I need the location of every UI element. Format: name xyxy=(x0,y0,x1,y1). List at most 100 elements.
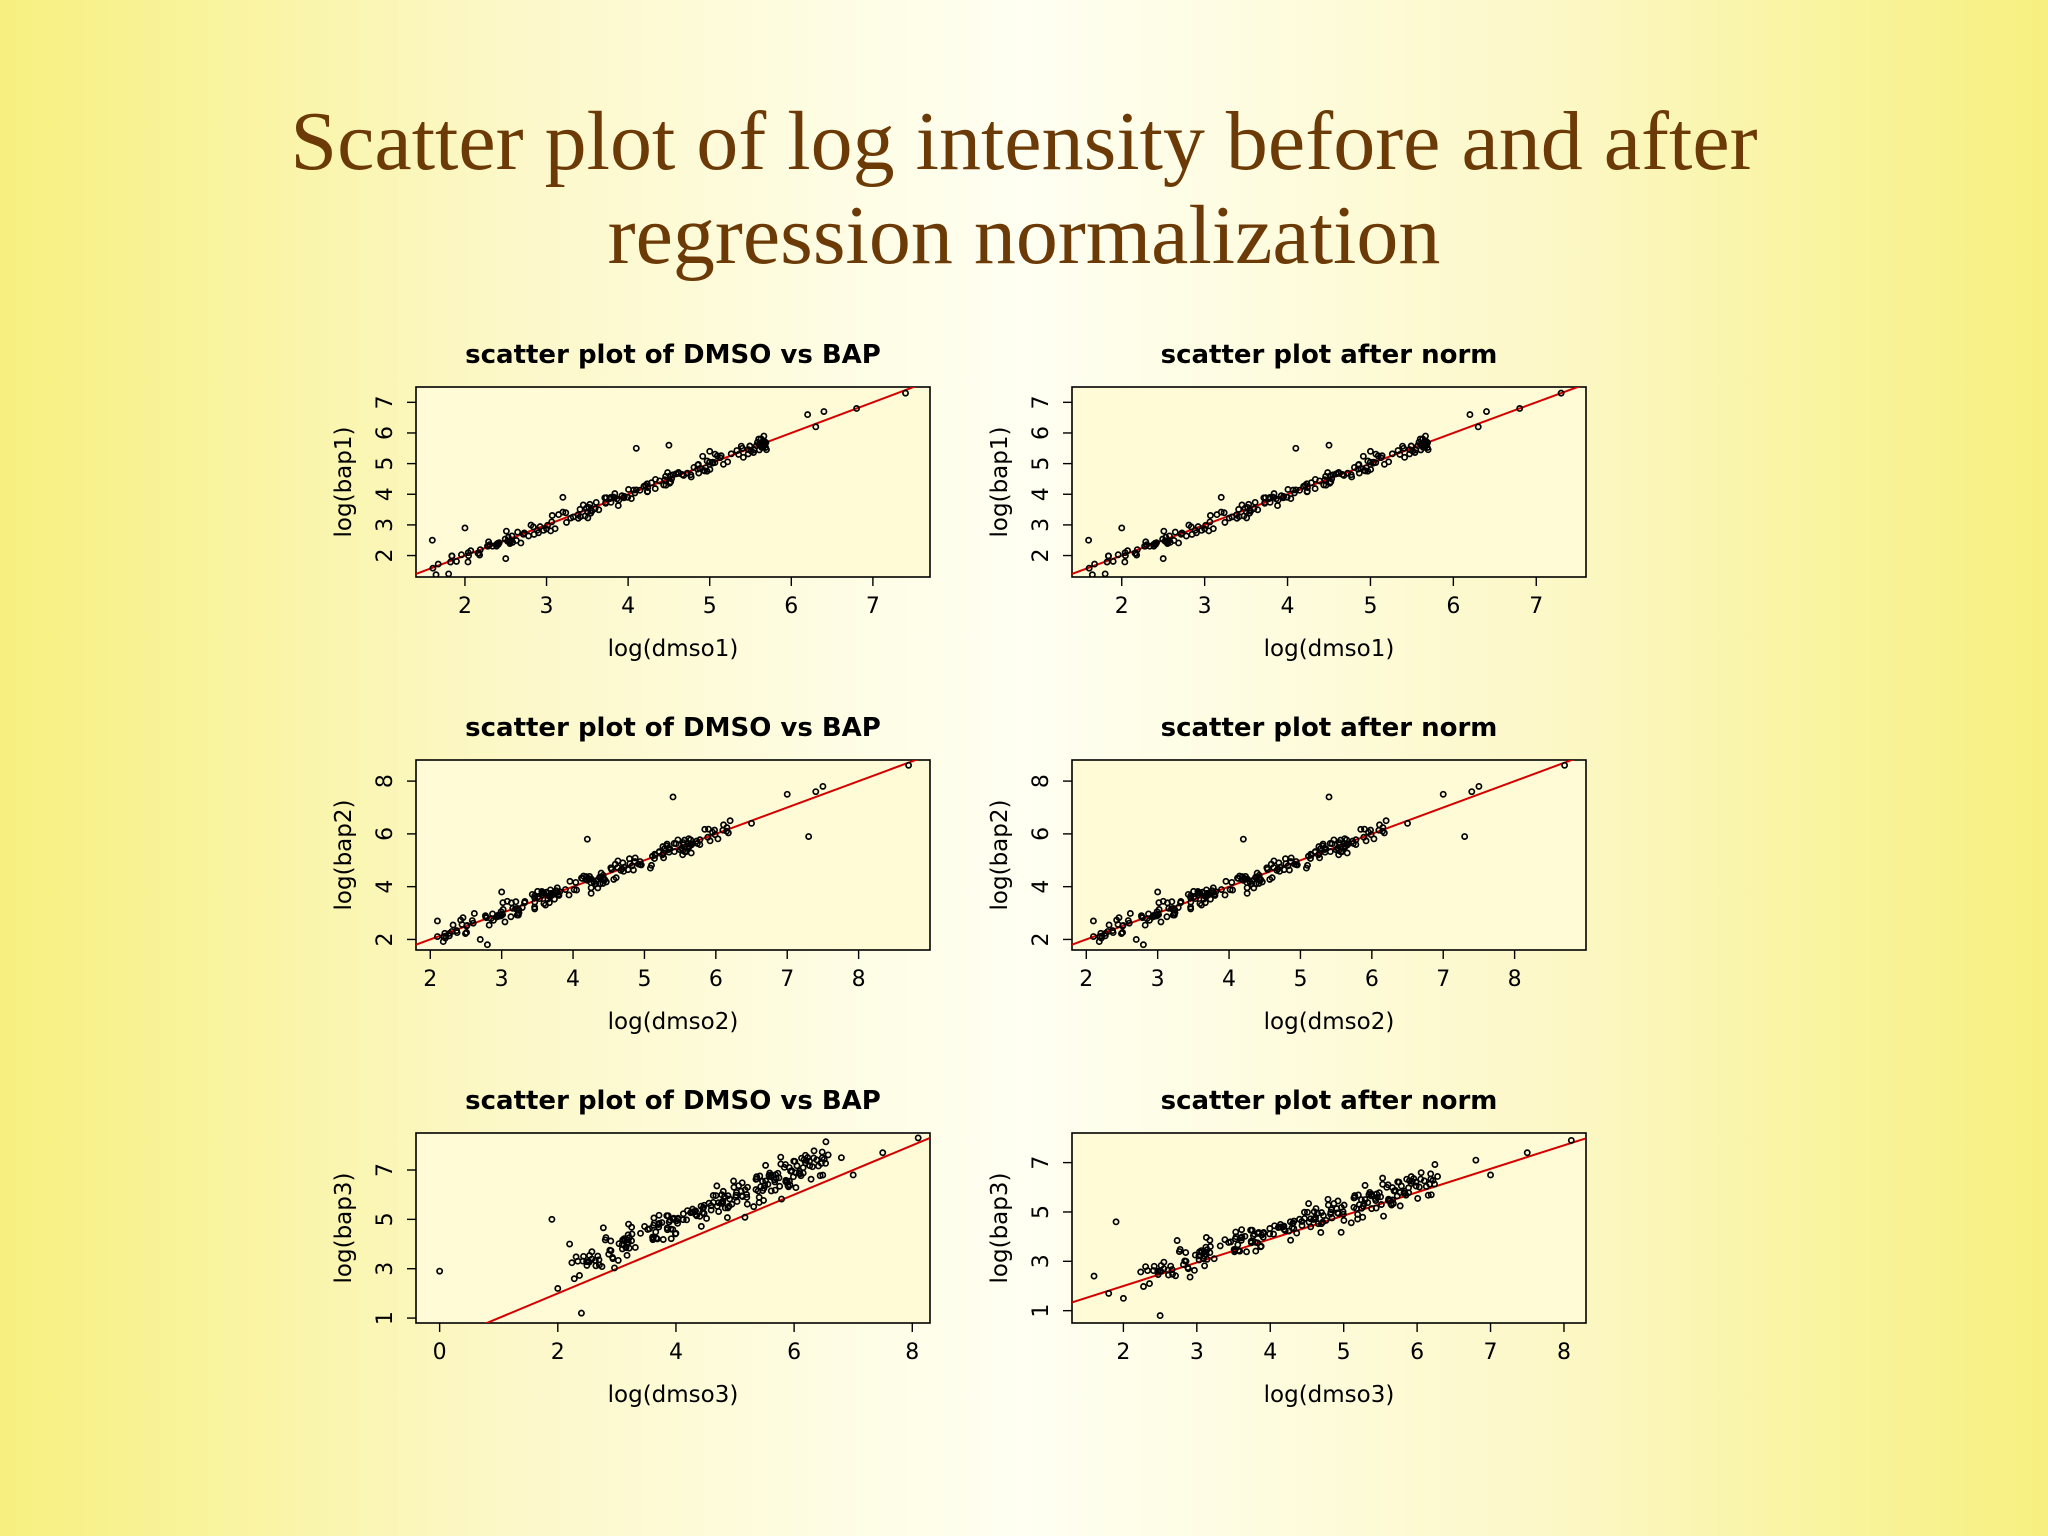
data-point xyxy=(1405,1184,1412,1192)
data-point xyxy=(1406,446,1414,453)
data-point xyxy=(1241,1232,1249,1240)
data-point xyxy=(1303,488,1311,496)
data-point xyxy=(588,1248,596,1256)
data-point xyxy=(655,1211,663,1219)
data-point xyxy=(1412,1178,1420,1186)
data-point xyxy=(1317,1229,1325,1236)
data-point xyxy=(652,1234,660,1242)
data-point xyxy=(607,494,615,501)
data-point xyxy=(462,930,469,937)
data-point xyxy=(1402,1191,1410,1199)
data-point xyxy=(804,411,812,419)
data-point xyxy=(1139,941,1147,949)
data-point xyxy=(586,872,594,880)
data-point xyxy=(662,472,670,480)
data-point xyxy=(508,532,516,540)
data-point xyxy=(743,1200,751,1208)
x-tick-label: 6 xyxy=(1446,594,1460,619)
data-point xyxy=(1132,935,1140,943)
data-point xyxy=(707,1206,715,1214)
data-point xyxy=(780,1163,788,1171)
data-point xyxy=(1334,1209,1341,1217)
data-point xyxy=(754,438,761,446)
data-point xyxy=(1311,485,1319,493)
data-point xyxy=(1154,888,1162,896)
data-point xyxy=(1414,1194,1422,1202)
x-tick-label: 8 xyxy=(1557,1340,1571,1365)
data-point xyxy=(613,495,621,503)
y-tick-label: 8 xyxy=(373,774,398,788)
data-point xyxy=(1090,933,1097,940)
data-point xyxy=(664,1212,672,1220)
data-point xyxy=(1270,1230,1278,1238)
data-point xyxy=(434,560,442,568)
data-point xyxy=(1162,533,1170,541)
data-point xyxy=(799,1164,807,1172)
y-tick-label: 1 xyxy=(1029,1304,1054,1318)
y-axis-label: log(bap1) xyxy=(987,427,1013,538)
data-point xyxy=(1400,444,1408,452)
y-axis-label: log(bap2) xyxy=(987,800,1013,911)
data-point xyxy=(822,1138,830,1146)
data-point xyxy=(1319,1212,1327,1219)
data-point xyxy=(562,509,570,517)
data-point xyxy=(1268,874,1276,882)
data-point xyxy=(1186,1273,1194,1281)
data-point xyxy=(567,514,575,522)
x-tick-label: 4 xyxy=(1281,594,1295,619)
data-point xyxy=(504,533,512,541)
data-point xyxy=(1287,1236,1295,1244)
data-point xyxy=(602,499,610,507)
data-point xyxy=(1168,1266,1176,1274)
data-point xyxy=(525,532,533,540)
data-point xyxy=(1301,1208,1308,1216)
data-layer xyxy=(1072,1136,1586,1320)
data-point xyxy=(762,1161,770,1169)
data-point xyxy=(1378,452,1386,460)
data-point xyxy=(1193,529,1200,537)
x-tick-label: 3 xyxy=(1151,967,1165,992)
data-point xyxy=(760,432,768,440)
data-point xyxy=(902,389,909,397)
data-point xyxy=(1404,819,1411,827)
x-tick-label: 5 xyxy=(1363,594,1377,619)
data-point xyxy=(1179,1261,1187,1268)
data-point xyxy=(1390,1187,1398,1195)
data-point xyxy=(1248,1226,1256,1234)
data-point xyxy=(672,470,680,478)
data-point xyxy=(559,493,567,501)
data-point xyxy=(1516,405,1524,412)
slide-title: Scatter plot of log intensity before and… xyxy=(0,95,2048,283)
data-point xyxy=(1194,887,1202,895)
data-point xyxy=(449,921,457,929)
data-point xyxy=(548,1215,556,1223)
data-point xyxy=(1474,423,1482,431)
data-point xyxy=(614,1256,622,1264)
data-point xyxy=(1245,500,1253,508)
data-point xyxy=(672,1229,680,1237)
data-point xyxy=(483,941,491,949)
data-point xyxy=(1422,1182,1430,1190)
data-point xyxy=(1272,495,1280,503)
data-point xyxy=(656,477,664,485)
data-point xyxy=(1231,1235,1239,1243)
x-tick-label: 7 xyxy=(1529,594,1543,619)
data-point xyxy=(1354,1215,1362,1223)
slide-title-line-1: Scatter plot of log intensity before and… xyxy=(290,95,1758,188)
data-point xyxy=(1114,920,1122,928)
data-point xyxy=(655,848,663,856)
data-point xyxy=(1221,891,1229,899)
data-point xyxy=(1337,836,1345,844)
data-point xyxy=(1466,411,1474,419)
data-point xyxy=(724,1204,732,1212)
plot-area xyxy=(1071,1132,1587,1324)
data-point xyxy=(1367,826,1375,834)
y-tick-label: 7 xyxy=(373,395,398,409)
data-point xyxy=(1290,489,1298,497)
data-point xyxy=(679,1210,687,1218)
data-point xyxy=(752,1186,760,1194)
data-point xyxy=(461,524,469,532)
data-point xyxy=(1523,1149,1531,1157)
y-tick-label: 4 xyxy=(373,487,398,501)
data-point xyxy=(730,1177,738,1185)
